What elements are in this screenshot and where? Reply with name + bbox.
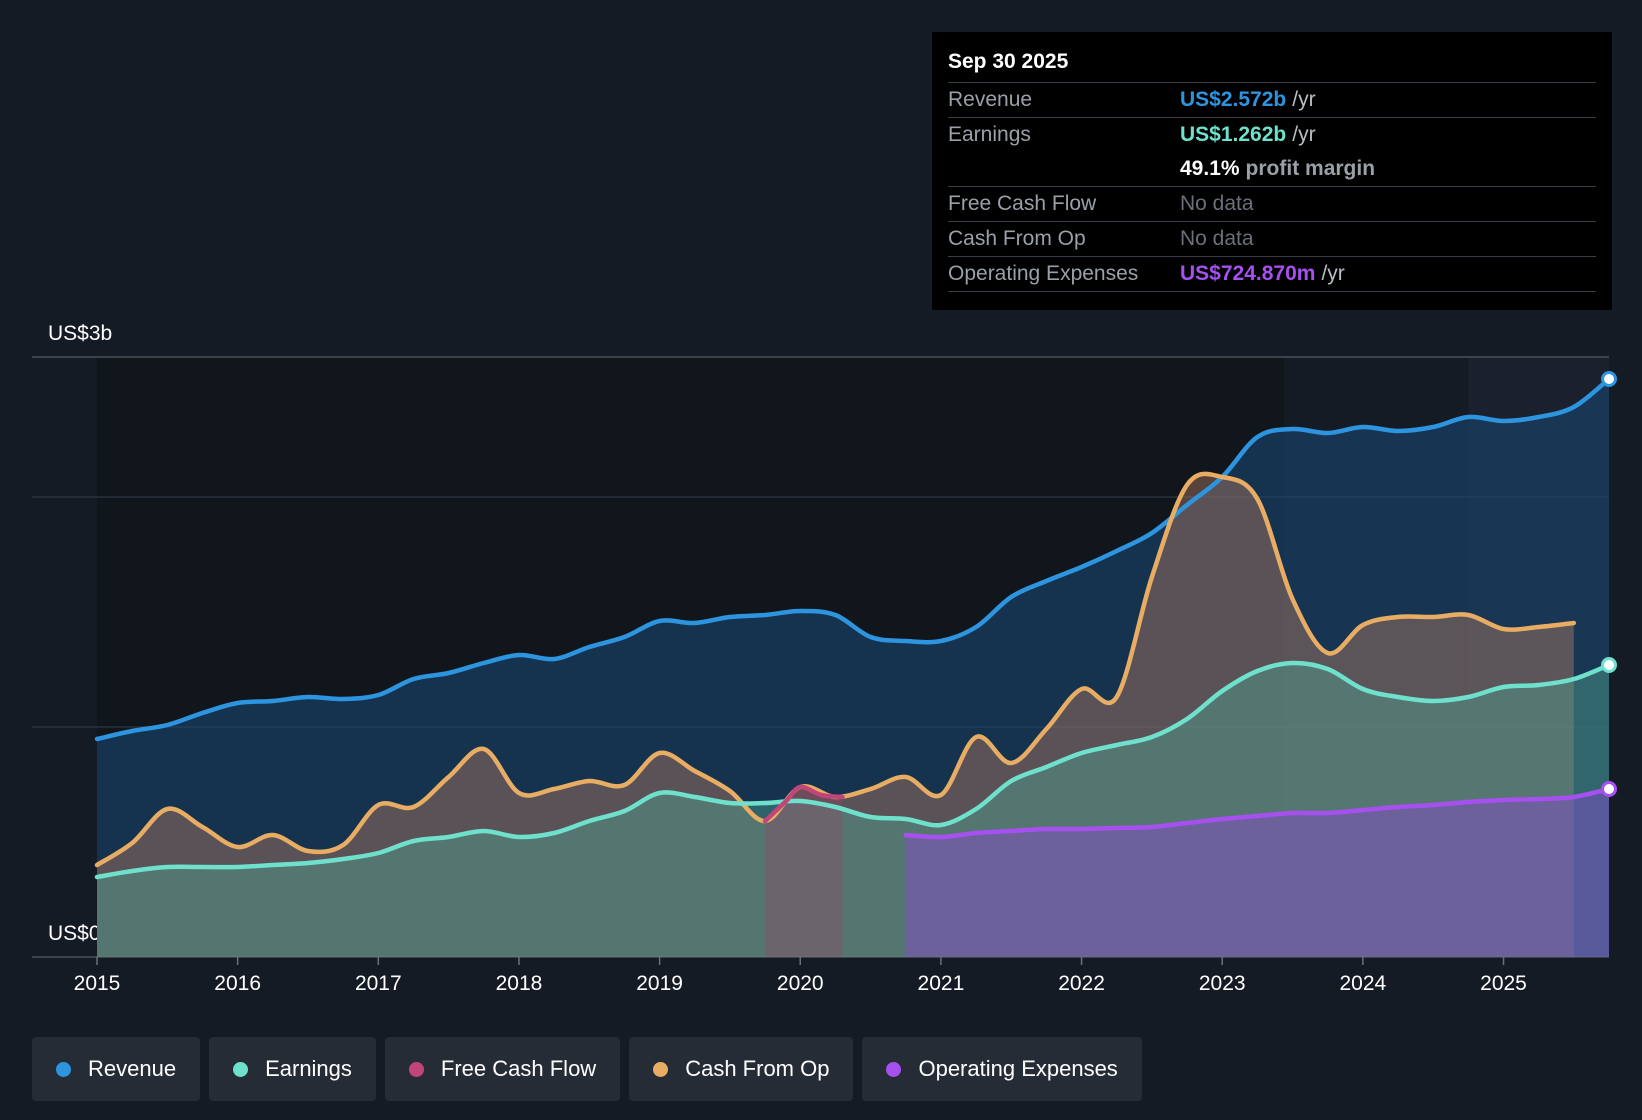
legend-item-free-cash-flow[interactable]: Free Cash Flow: [384, 1037, 621, 1101]
tooltip-row-earnings: Earnings US$1.262b /yr: [948, 117, 1596, 152]
x-tick-label: 2018: [496, 972, 543, 995]
earnings-area: [97, 662, 1609, 957]
x-tick-label: 2015: [74, 972, 121, 995]
legend-dot-icon: [886, 1061, 902, 1077]
tooltip-unit: profit margin: [1245, 157, 1376, 180]
tooltip-value: No data: [1180, 227, 1254, 250]
tooltip-row-revenue: Revenue US$2.572b /yr: [948, 82, 1596, 117]
legend-item-operating-expenses[interactable]: Operating Expenses: [862, 1037, 1142, 1101]
operating-expenses-line: [903, 786, 1612, 840]
legend-dot-icon: [233, 1061, 249, 1077]
tooltip-label: Free Cash Flow: [948, 192, 1097, 215]
tooltip-value: US$724.870m: [1180, 262, 1316, 285]
x-tick-label: 2017: [355, 972, 402, 995]
x-tick-label: 2020: [777, 972, 824, 995]
x-tick-label: 2016: [214, 972, 261, 995]
legend-item-revenue[interactable]: Revenue: [32, 1037, 201, 1101]
x-tick-label: 2023: [1199, 972, 1246, 995]
tooltip-panel: Sep 30 2025 Revenue US$2.572b /yr Earnin…: [932, 32, 1612, 310]
x-tick-label: 2019: [636, 972, 683, 995]
tooltip-divider: [948, 291, 1596, 292]
tooltip-row-free-cash-flow: Free Cash Flow No data: [948, 186, 1596, 221]
x-tick-label: 2021: [918, 972, 965, 995]
legend-dot-icon: [56, 1061, 71, 1077]
legend-label: Revenue: [88, 1056, 177, 1081]
tooltip-label: Earnings: [948, 123, 1031, 146]
tooltip-value: No data: [1180, 192, 1254, 215]
revenue-end-marker[interactable]: [1601, 371, 1617, 387]
tooltip-value: 49.1%: [1180, 157, 1240, 180]
cash-from-op-area: [97, 473, 1574, 957]
y-axis-bottom-label: US$0: [48, 922, 101, 945]
tooltip-label: Cash From Op: [948, 227, 1086, 250]
earnings-end-marker[interactable]: [1601, 657, 1617, 673]
tooltip-unit: /yr: [1292, 123, 1316, 146]
legend-item-earnings[interactable]: Earnings: [209, 1037, 376, 1101]
tooltip-date: Sep 30 2025: [948, 50, 1069, 73]
revenue-line: [94, 376, 1612, 742]
revenue-area: [97, 379, 1609, 957]
free-cash-flow-line: [762, 784, 845, 824]
tooltip-label: Operating Expenses: [948, 262, 1139, 285]
tooltip-row-operating-expenses: Operating Expenses US$724.870m /yr: [948, 256, 1596, 291]
cash-from-op-line: [94, 471, 1577, 868]
legend-label: Cash From Op: [685, 1056, 830, 1081]
tooltip-value: US$1.262b: [1180, 123, 1287, 146]
x-tick-label: 2022: [1058, 972, 1105, 995]
tooltip-unit: /yr: [1321, 262, 1345, 285]
operating-expenses-end-marker[interactable]: [1601, 781, 1617, 797]
tooltip-label: Revenue: [948, 88, 1033, 111]
legend-label: Operating Expenses: [918, 1056, 1118, 1081]
earnings-line: [94, 660, 1612, 880]
tooltip-row-cash-from-op: Cash From Op No data: [948, 221, 1596, 256]
legend-dot-icon: [653, 1061, 669, 1077]
tooltip-value: US$2.572b: [1180, 88, 1287, 111]
tooltip-row-profit-margin: 49.1% profit margin: [948, 152, 1596, 186]
y-axis-top-label: US$3b: [48, 322, 112, 345]
legend-dot-icon: [408, 1061, 424, 1077]
legend-label: Earnings: [265, 1056, 352, 1081]
tooltip-unit: /yr: [1292, 88, 1316, 111]
legend-item-cash-from-op[interactable]: Cash From Op: [629, 1037, 854, 1101]
legend-label: Free Cash Flow: [440, 1056, 597, 1081]
x-tick-label: 2025: [1480, 972, 1527, 995]
legend: Revenue Earnings Free Cash Flow Cash Fro…: [32, 1037, 1142, 1101]
x-tick-label: 2024: [1340, 972, 1387, 995]
free-cash-flow-area: [765, 786, 843, 957]
